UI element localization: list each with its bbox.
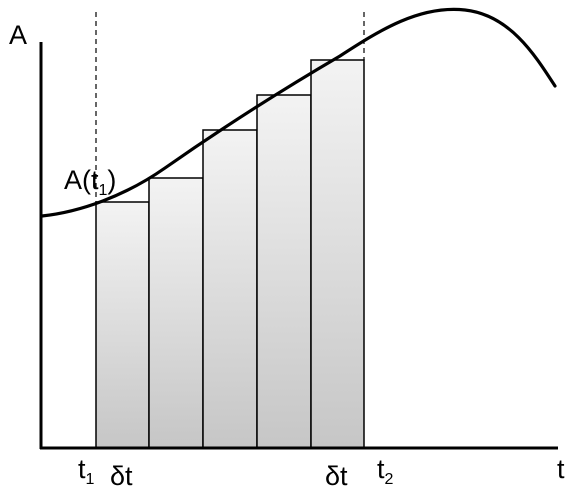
y-axis-label: A	[9, 20, 27, 50]
t2-label: t2	[377, 454, 394, 488]
delta-t-left-label: δt	[110, 461, 133, 491]
rectangles-group	[95, 59, 365, 449]
t1-label: t1	[78, 454, 95, 488]
rectangle-4	[256, 94, 312, 449]
rectangle-2	[148, 177, 204, 449]
rectangle-1	[95, 201, 150, 449]
x-axis-label: t	[557, 454, 565, 484]
rectangle-5	[310, 59, 365, 449]
delta-t-right-label: δt	[325, 461, 348, 491]
curve-point-label: A(t1)	[64, 165, 116, 199]
function-curve	[40, 7, 557, 218]
rectangle-3	[202, 129, 258, 449]
